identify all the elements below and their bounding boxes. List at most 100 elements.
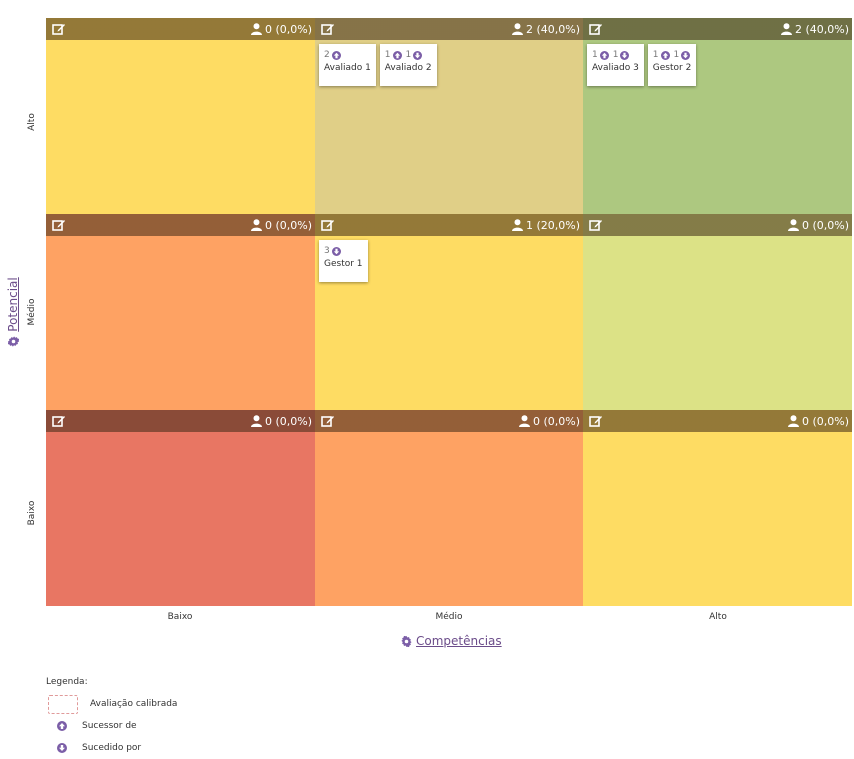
edit-icon[interactable] bbox=[321, 414, 335, 428]
legend-title: Legenda: bbox=[46, 677, 88, 687]
edit-icon[interactable] bbox=[321, 218, 335, 232]
cell-count: 0 (0,0%) bbox=[250, 414, 312, 428]
arrow-down-circle-icon bbox=[331, 246, 341, 256]
badge-count: 1 bbox=[673, 50, 680, 60]
calibrated-box-icon bbox=[48, 694, 78, 714]
x-axis-title: Competências bbox=[416, 634, 502, 648]
arrow-down-circle-icon bbox=[413, 50, 423, 60]
badge-count: 1 bbox=[612, 50, 619, 60]
gear-icon bbox=[7, 336, 19, 347]
cell-header: 0 (0,0%) bbox=[46, 18, 315, 40]
cell-count: 0 (0,0%) bbox=[787, 414, 849, 428]
x-level-label-medio: Médio bbox=[435, 612, 463, 622]
cell-count: 2 (40,0%) bbox=[780, 23, 849, 36]
edit-icon[interactable] bbox=[589, 22, 603, 36]
user-icon bbox=[250, 23, 262, 35]
cell-count: 2 (40,0%) bbox=[511, 22, 580, 36]
nine-box-grid: 0 (0,0%) 2 (40,0%) 2 Avaliado 1 1 1 Avaliado 2… bbox=[46, 18, 852, 606]
cell-count: 0 (0,0%) bbox=[250, 22, 312, 36]
gear-icon bbox=[401, 635, 412, 647]
cell-cards: 1 1 Avaliado 3 1 1 Gestor 2 bbox=[587, 44, 697, 86]
y-axis-title: Potencial bbox=[6, 277, 20, 332]
arrow-down-circle-icon bbox=[681, 50, 691, 60]
legend-item-succeeded: Sucedido por bbox=[46, 737, 177, 759]
y-level-label-baixo: Baixo bbox=[27, 500, 37, 526]
cell-count-text: 0 (0,0%) bbox=[801, 414, 849, 428]
badge-count: 1 bbox=[592, 50, 598, 60]
employee-card[interactable]: 2 Avaliado 1 bbox=[319, 44, 376, 86]
cell-header: 0 (0,0%) bbox=[315, 410, 583, 432]
arrow-up-circle-icon bbox=[331, 50, 341, 60]
badge-count: 3 bbox=[324, 246, 330, 256]
y-axis-title-link[interactable]: Potencial bbox=[5, 275, 21, 349]
user-icon bbox=[250, 219, 262, 231]
succession-badge: 1 bbox=[653, 50, 670, 60]
edit-icon[interactable] bbox=[321, 22, 335, 36]
cell-header: 1 (20,0%) bbox=[315, 214, 583, 236]
employee-name: Avaliado 2 bbox=[384, 63, 432, 73]
edit-icon[interactable] bbox=[589, 414, 603, 428]
cell-count-text: 0 (0,0%) bbox=[264, 414, 312, 428]
grid-cell-alto-alto: 2 (40,0%) 1 1 Avaliado 3 1 1 Gestor 2 bbox=[583, 18, 852, 214]
employee-name: Gestor 2 bbox=[652, 63, 692, 73]
grid-cell-alto-medio: 2 (40,0%) 2 Avaliado 1 1 1 Avaliado 2 bbox=[315, 18, 583, 214]
employee-card[interactable]: 3 Gestor 1 bbox=[319, 240, 368, 282]
x-level-label-baixo: Baixo bbox=[167, 612, 193, 622]
card-badges: 3 bbox=[324, 246, 363, 256]
user-icon bbox=[518, 415, 530, 427]
grid-cell-alto-baixo: 0 (0,0%) bbox=[46, 18, 315, 214]
arrow-down-circle-icon bbox=[57, 743, 67, 753]
cell-count-text: 2 (40,0%) bbox=[525, 22, 580, 36]
succession-badge: 1 bbox=[385, 50, 402, 60]
succession-badge: 1 bbox=[613, 50, 630, 60]
badge-count: 1 bbox=[652, 50, 659, 60]
user-icon bbox=[780, 23, 792, 35]
user-icon bbox=[511, 219, 523, 231]
employee-card[interactable]: 1 1 Avaliado 2 bbox=[379, 44, 437, 86]
x-level-label-alto: Alto bbox=[709, 612, 727, 622]
employee-card[interactable]: 1 1 Avaliado 3 bbox=[587, 44, 644, 86]
cell-header: 2 (40,0%) bbox=[583, 18, 852, 40]
edit-icon[interactable] bbox=[52, 414, 66, 428]
succession-badge: 1 bbox=[592, 50, 609, 60]
legend-label: Sucedido por bbox=[82, 743, 142, 753]
arrow-up-circle-icon bbox=[599, 50, 609, 60]
legend-label: Sucessor de bbox=[82, 721, 137, 731]
cell-header: 0 (0,0%) bbox=[46, 410, 315, 432]
arrow-up-circle-icon bbox=[660, 50, 670, 60]
cell-count-text: 0 (0,0%) bbox=[264, 22, 312, 36]
cell-count-text: 0 (0,0%) bbox=[264, 218, 312, 232]
cell-count-text: 1 (20,0%) bbox=[525, 218, 580, 232]
grid-cell-medio-baixo: 0 (0,0%) bbox=[46, 214, 315, 410]
legend-item-calibrated: Avaliação calibrada bbox=[46, 693, 177, 715]
badge-count: 2 bbox=[324, 50, 330, 60]
succession-badge: 3 bbox=[324, 246, 341, 256]
cell-count: 0 (0,0%) bbox=[250, 218, 312, 232]
user-icon bbox=[787, 219, 799, 231]
edit-icon[interactable] bbox=[589, 218, 603, 232]
y-level-label-alto: Alto bbox=[27, 113, 37, 131]
employee-card[interactable]: 1 1 Gestor 2 bbox=[647, 44, 697, 86]
legend: Legenda: Avaliação calibrada Sucessor de… bbox=[46, 677, 177, 759]
cell-count: 0 (0,0%) bbox=[787, 218, 849, 232]
card-badges: 2 bbox=[324, 50, 371, 60]
cell-count-text: 0 (0,0%) bbox=[801, 218, 849, 232]
arrow-down-circle-icon bbox=[620, 50, 630, 60]
cell-cards: 2 Avaliado 1 1 1 Avaliado 2 bbox=[319, 44, 437, 86]
grid-cell-baixo-alto: 0 (0,0%) bbox=[583, 410, 852, 606]
legend-item-successor: Sucessor de bbox=[46, 715, 177, 737]
cell-header: 2 (40,0%) bbox=[315, 18, 583, 40]
cell-header: 0 (0,0%) bbox=[583, 410, 852, 432]
employee-name: Avaliado 1 bbox=[324, 63, 371, 73]
employee-name: Avaliado 3 bbox=[592, 63, 639, 73]
y-level-label-medio: Médio bbox=[27, 298, 37, 326]
cell-count-text: 0 (0,0%) bbox=[532, 414, 580, 428]
succession-badge: 1 bbox=[674, 50, 691, 60]
x-axis-title-link[interactable]: Competências bbox=[401, 634, 502, 648]
cell-cards: 3 Gestor 1 bbox=[319, 240, 368, 282]
edit-icon[interactable] bbox=[52, 22, 66, 36]
edit-icon[interactable] bbox=[52, 218, 66, 232]
user-icon bbox=[511, 23, 523, 35]
